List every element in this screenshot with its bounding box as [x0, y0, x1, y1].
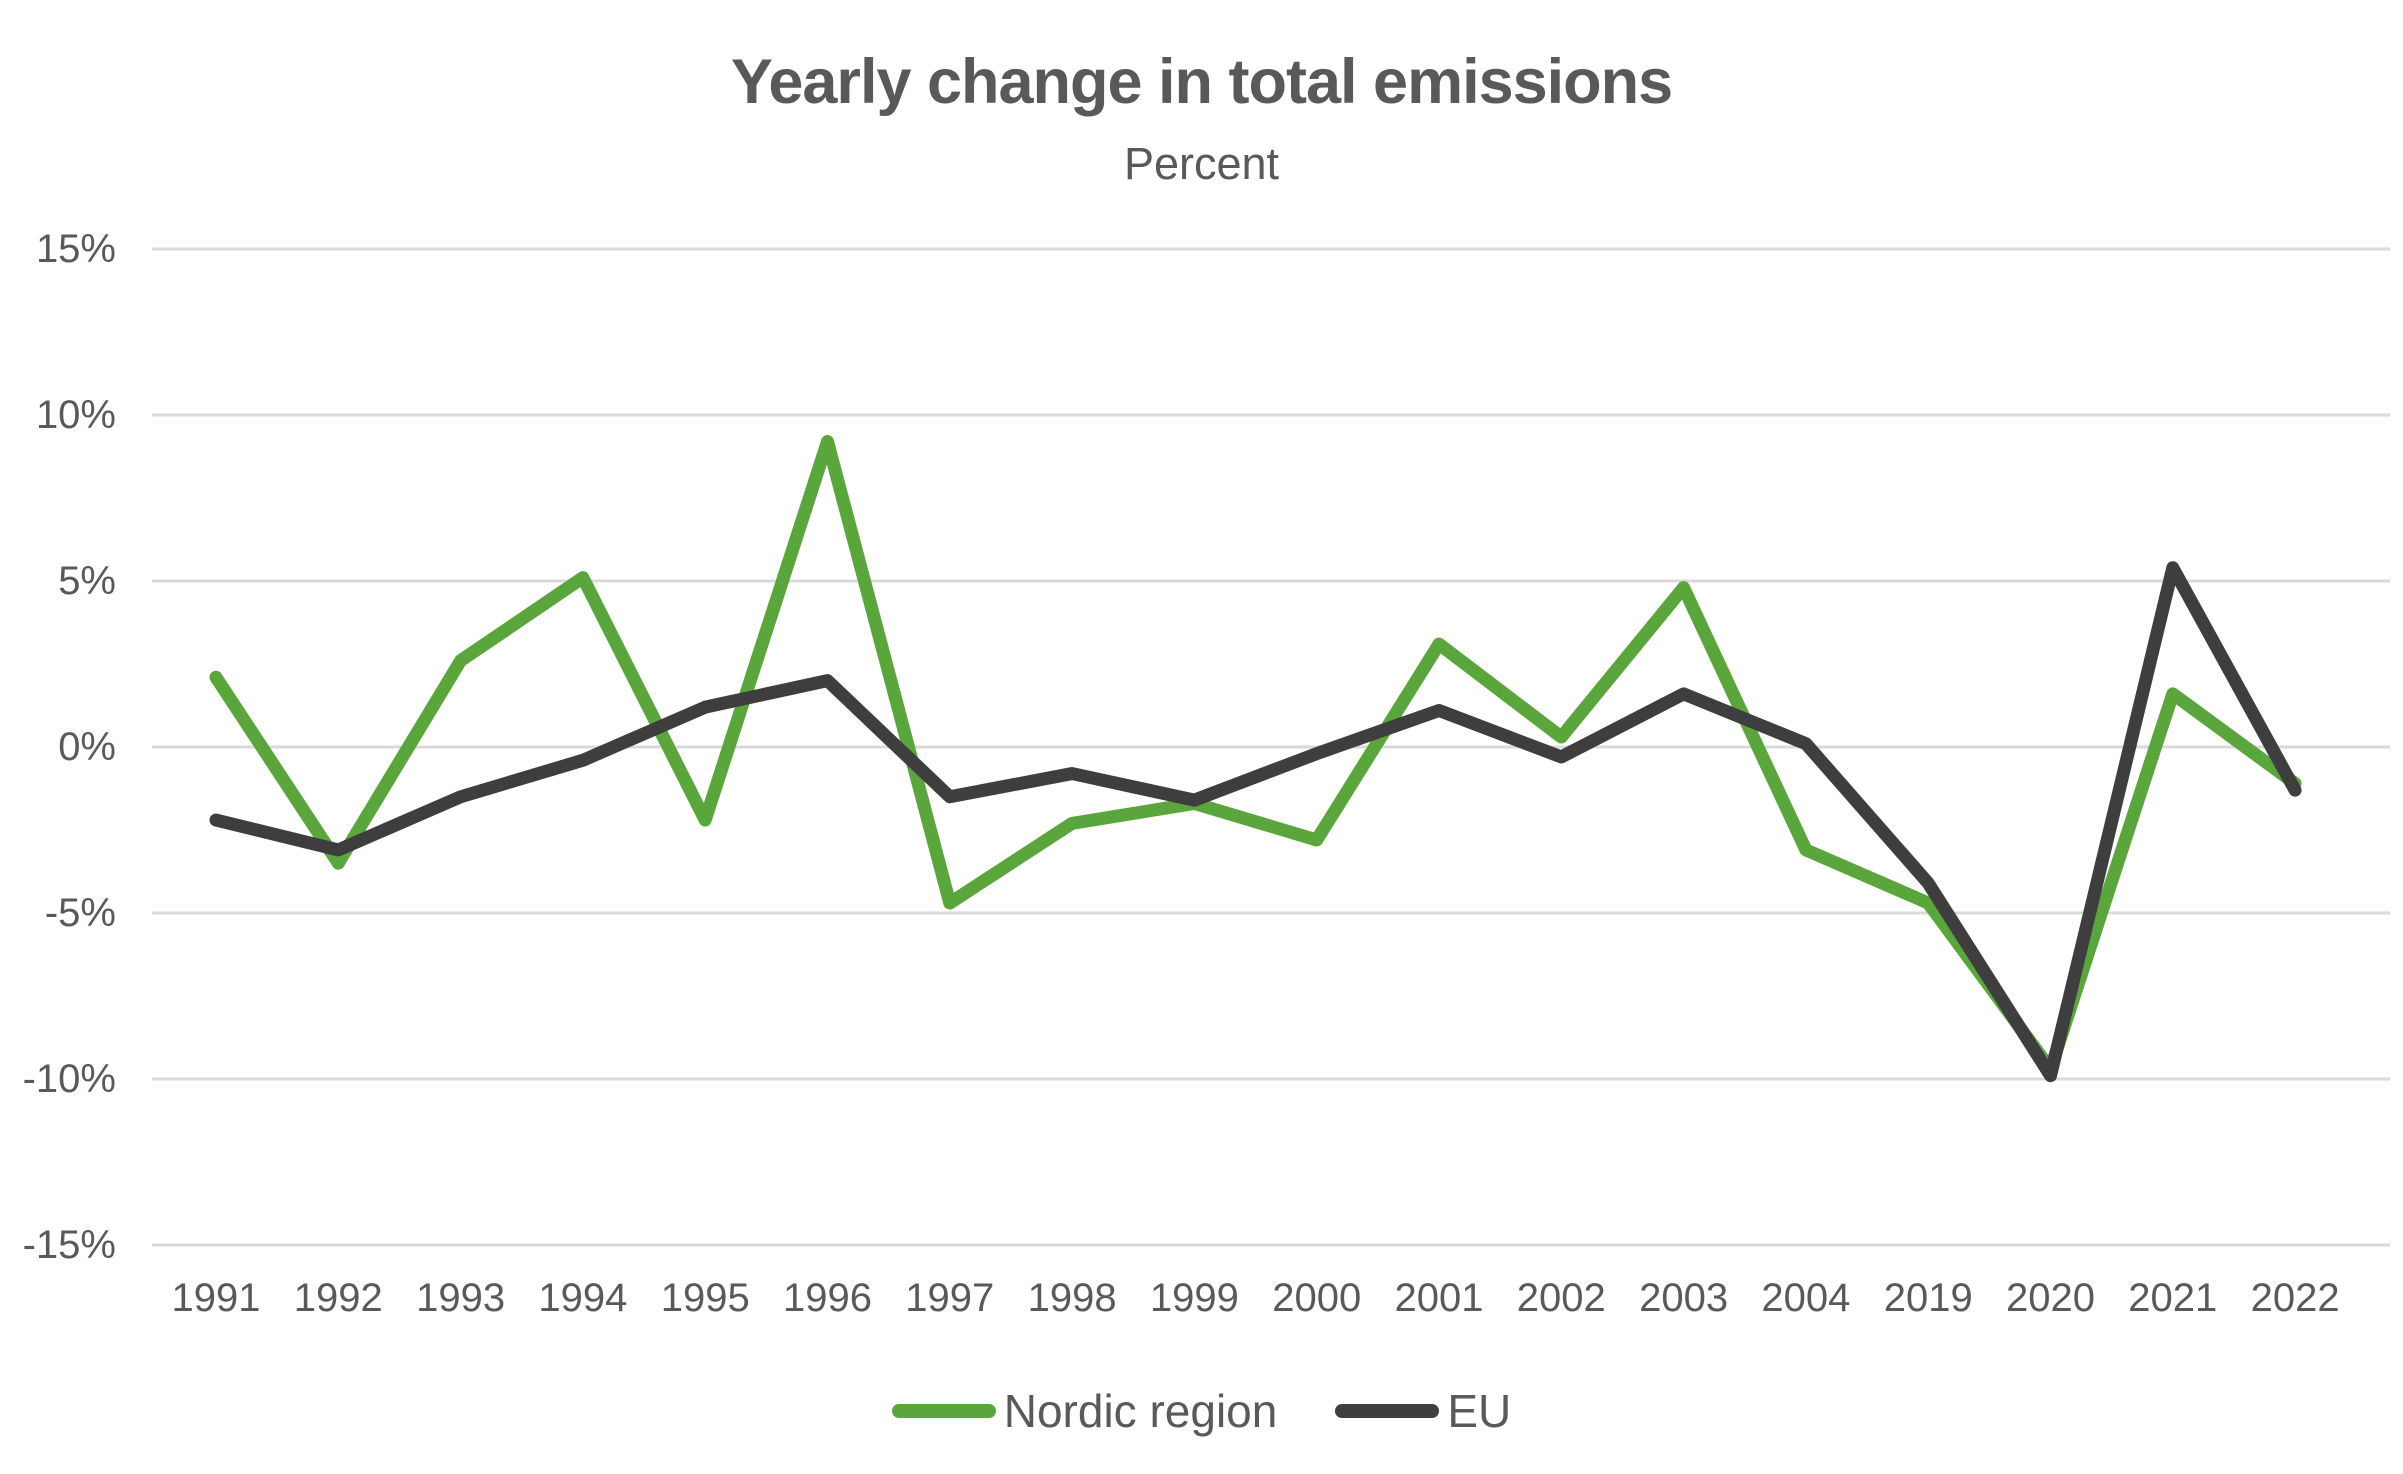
nordic-region-line — [209, 435, 2302, 1076]
y-tick-label: 0% — [58, 725, 116, 769]
x-tick-label: 2022 — [2251, 1276, 2340, 1320]
legend-item-eu: EU — [1335, 1388, 1511, 1434]
x-tick-label: 2019 — [1884, 1276, 1973, 1320]
x-tick-label: 1994 — [538, 1276, 627, 1320]
legend: Nordic region EU — [0, 1388, 2403, 1434]
x-tick-label: 1996 — [783, 1276, 872, 1320]
x-tick-label: 2004 — [1761, 1276, 1850, 1320]
x-tick-label: 1991 — [172, 1276, 261, 1320]
legend-label-nordic-region: Nordic region — [1003, 1385, 1278, 1437]
x-tick-label: 1998 — [1028, 1276, 1117, 1320]
x-tick-label: 1995 — [661, 1276, 750, 1320]
x-tick-label: 2003 — [1639, 1276, 1728, 1320]
x-tick-label: 1993 — [416, 1276, 505, 1320]
x-tick-label: 2001 — [1395, 1276, 1484, 1320]
x-tick-label: 2002 — [1517, 1276, 1606, 1320]
x-tick-label: 2000 — [1272, 1276, 1361, 1320]
y-tick-label: 5% — [58, 559, 116, 603]
eu-line-swatch — [1335, 1404, 1440, 1418]
x-tick-label: 2020 — [2006, 1276, 2095, 1320]
y-tick-label: -5% — [45, 891, 116, 935]
x-tick-label: 1992 — [294, 1276, 383, 1320]
y-tick-label: 15% — [36, 227, 116, 271]
nordic-region-line-swatch — [891, 1404, 996, 1418]
x-tick-label: 1999 — [1150, 1276, 1239, 1320]
eu-line — [209, 561, 2302, 1083]
x-tick-label: 2021 — [2128, 1276, 2217, 1320]
y-tick-label: -10% — [23, 1057, 116, 1101]
y-tick-label: -15% — [23, 1223, 116, 1267]
chart-title: Yearly change in total emissions — [730, 47, 1673, 117]
x-tick-label: 1997 — [905, 1276, 994, 1320]
chart-subtitle: Percent — [1123, 138, 1280, 189]
legend-label-eu: EU — [1447, 1385, 1512, 1437]
legend-item-nordic-region: Nordic region — [891, 1385, 1278, 1437]
y-tick-label: 10% — [36, 393, 116, 437]
